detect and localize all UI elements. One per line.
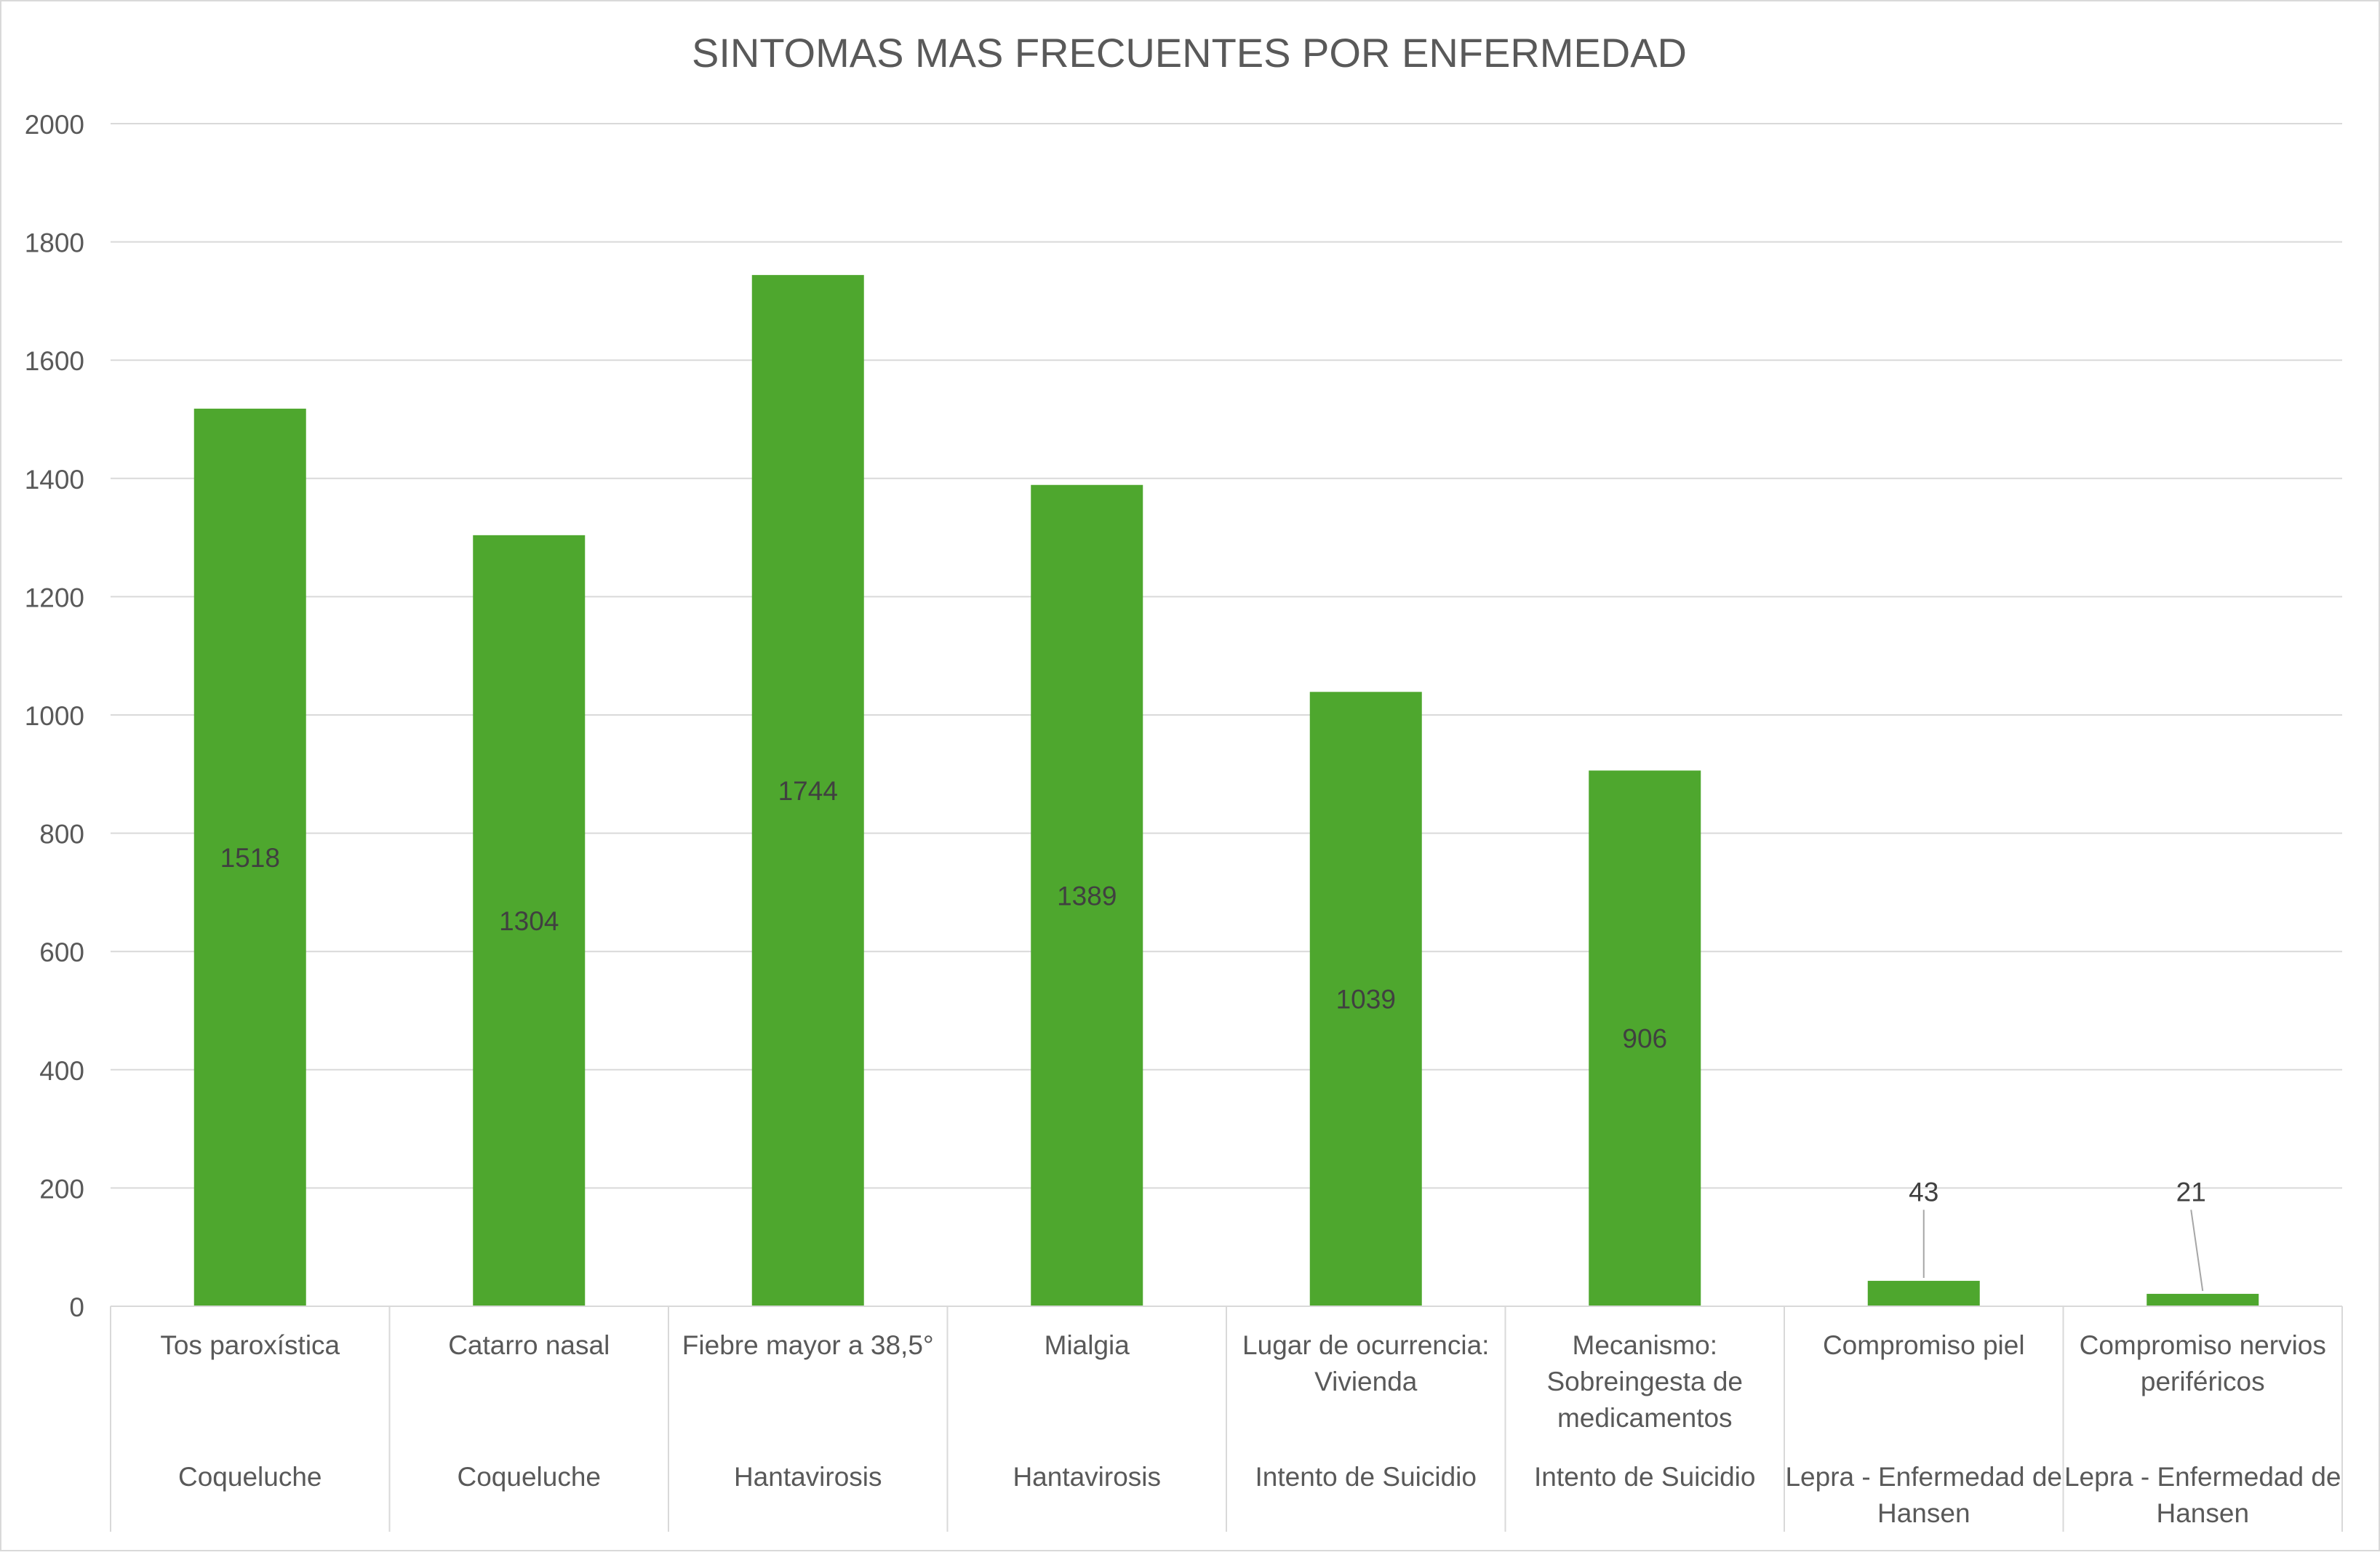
y-tick-label: 600 [39, 938, 84, 967]
group-label-line: Lepra - Enfermedad de [1785, 1462, 2062, 1492]
data-label: 1304 [499, 906, 559, 936]
group-label-line: Coqueluche [178, 1462, 322, 1492]
group-label-line: Hansen [1877, 1498, 1970, 1528]
y-tick-label: 1800 [25, 228, 84, 258]
group-label: Coqueluche [458, 1462, 601, 1492]
group-label: Intento de Suicidio [1534, 1462, 1755, 1492]
y-tick-label: 1400 [25, 465, 84, 495]
group-label-line: Lepra - Enfermedad de [2064, 1462, 2341, 1492]
bar [751, 275, 864, 1307]
category-label: Catarro nasal [448, 1330, 610, 1360]
data-label: 906 [1622, 1024, 1667, 1054]
group-label-line: Hantavirosis [1013, 1462, 1161, 1492]
category-label: Compromiso piel [1823, 1330, 2025, 1360]
group-label: Lepra - Enfermedad de Hansen [2064, 1462, 2341, 1528]
y-tick-label: 1000 [25, 701, 84, 731]
category-label: Lugar de ocurrencia: Vivienda [1242, 1330, 1489, 1396]
category-label-line: Lugar de ocurrencia: [1242, 1330, 1489, 1360]
category-label-line: Vivienda [1314, 1367, 1418, 1396]
y-axis-tick-labels: 0 200 400 600 800 1000 1200 1400 1600 1800 2000 [25, 110, 84, 1322]
group-label: Hantavirosis [734, 1462, 882, 1492]
category-label-line: Catarro nasal [448, 1330, 610, 1360]
category-label-line: Mecanismo: [1573, 1330, 1717, 1360]
group-label-line: Coqueluche [458, 1462, 601, 1492]
group-label-line: Hantavirosis [734, 1462, 882, 1492]
y-tick-label: 200 [39, 1174, 84, 1204]
category-label: Mialgia [1045, 1330, 1130, 1360]
category-label: Compromiso nervios periféricos [2080, 1330, 2326, 1396]
category-label-line: medicamentos [1557, 1403, 1733, 1433]
group-label: Hantavirosis [1013, 1462, 1161, 1492]
y-tick-label: 800 [39, 820, 84, 850]
data-label-leader-line [2190, 1210, 2204, 1292]
group-label: Lepra - Enfermedad de Hansen [1785, 1462, 2062, 1528]
data-label: 43 [1909, 1177, 1938, 1207]
bar [1867, 1281, 1980, 1306]
bar [1031, 484, 1143, 1307]
category-label-line: Tos paroxística [160, 1330, 340, 1360]
category-label-line: Fiebre mayor a 38,5° [682, 1330, 934, 1360]
bar [473, 535, 586, 1306]
y-tick-label: 1600 [25, 346, 84, 376]
y-tick-label: 400 [39, 1056, 84, 1086]
group-label-line: Hansen [2156, 1498, 2249, 1528]
category-label: Tos paroxística [160, 1330, 340, 1360]
bar [193, 408, 306, 1307]
category-label: Mecanismo: Sobreingesta de medicamentos [1547, 1330, 1743, 1433]
group-label: Intento de Suicidio [1255, 1462, 1477, 1492]
category-label-line: Mialgia [1045, 1330, 1130, 1360]
category-axis: Tos paroxística Catarro nasal Fiebre mayor… [110, 1306, 2343, 1532]
data-label: 1039 [1336, 985, 1396, 1015]
data-label: 21 [2176, 1177, 2206, 1207]
group-label-line: Intento de Suicidio [1534, 1462, 1755, 1492]
category-label-line: Compromiso piel [1823, 1330, 2025, 1360]
category-label: Fiebre mayor a 38,5° [682, 1330, 934, 1360]
group-label-line: Intento de Suicidio [1255, 1462, 1477, 1492]
chart-title: SINTOMAS MAS FRECUENTES POR ENFERMEDAD [692, 30, 1687, 76]
data-label: 1518 [220, 843, 280, 873]
data-label: 1744 [778, 776, 838, 806]
category-label-line: periféricos [2141, 1367, 2265, 1396]
category-label-line: Sobreingesta de [1547, 1367, 1743, 1396]
bars [193, 275, 2259, 1307]
y-tick-label: 1200 [25, 583, 84, 612]
category-label-line: Compromiso nervios [2080, 1330, 2326, 1360]
y-tick-label: 0 [69, 1292, 84, 1322]
y-tick-label: 2000 [25, 110, 84, 140]
bar [2147, 1293, 2259, 1306]
data-label: 1389 [1057, 881, 1117, 911]
group-label: Coqueluche [178, 1462, 322, 1492]
data-labels: 1518 1304 1744 1389 1039 906 43 21 [220, 776, 2206, 1292]
bar [1309, 692, 1422, 1306]
bar [1589, 770, 1701, 1306]
